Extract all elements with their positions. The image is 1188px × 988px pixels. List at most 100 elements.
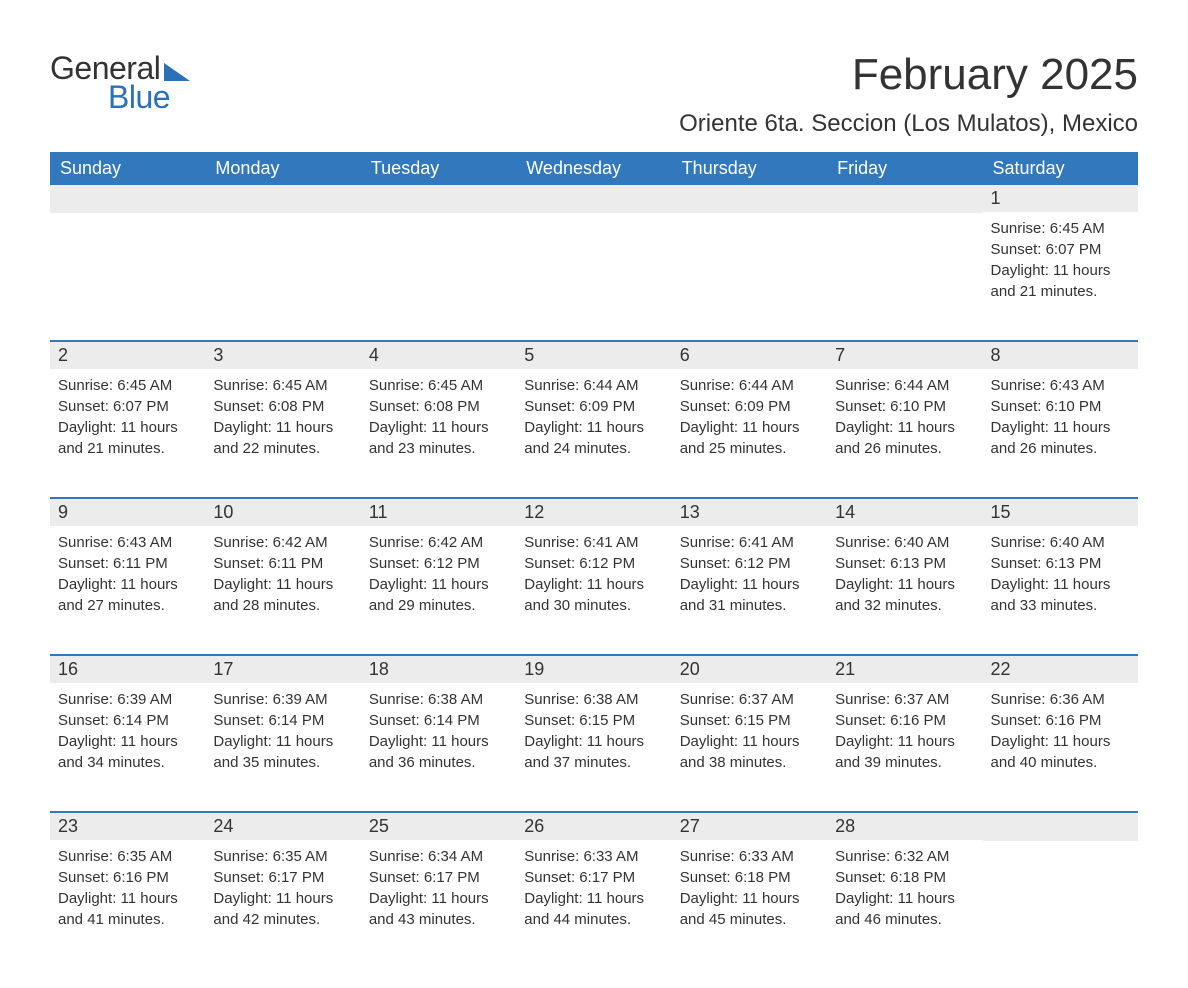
- day-body: Sunrise: 6:45 AMSunset: 6:07 PMDaylight:…: [983, 212, 1138, 302]
- day-cell: [827, 185, 982, 320]
- week-spacer: [50, 791, 1138, 811]
- day-sunrise-line: Sunrise: 6:39 AM: [213, 689, 352, 710]
- weeks-container: 1Sunrise: 6:45 AMSunset: 6:07 PMDaylight…: [50, 185, 1138, 948]
- day-cell: [983, 813, 1138, 948]
- day-daylight1-line: Daylight: 11 hours: [991, 574, 1130, 595]
- weekday-header: Wednesday: [516, 152, 671, 185]
- day-number-bar: [361, 185, 516, 213]
- day-sunset-line: Sunset: 6:11 PM: [213, 553, 352, 574]
- day-body: Sunrise: 6:39 AMSunset: 6:14 PMDaylight:…: [50, 683, 205, 773]
- day-sunset-line: Sunset: 6:08 PM: [213, 396, 352, 417]
- weekday-header: Sunday: [50, 152, 205, 185]
- header: General Blue February 2025 Oriente 6ta. …: [50, 50, 1138, 138]
- day-cell: 26Sunrise: 6:33 AMSunset: 6:17 PMDayligh…: [516, 813, 671, 948]
- day-number-bar: 18: [361, 656, 516, 683]
- day-number-bar: 14: [827, 499, 982, 526]
- day-sunrise-line: Sunrise: 6:35 AM: [58, 846, 197, 867]
- day-body: Sunrise: 6:38 AMSunset: 6:14 PMDaylight:…: [361, 683, 516, 773]
- day-daylight2-line: and 30 minutes.: [524, 595, 663, 616]
- day-body: Sunrise: 6:32 AMSunset: 6:18 PMDaylight:…: [827, 840, 982, 930]
- day-daylight2-line: and 37 minutes.: [524, 752, 663, 773]
- day-daylight2-line: and 40 minutes.: [991, 752, 1130, 773]
- day-sunset-line: Sunset: 6:10 PM: [835, 396, 974, 417]
- day-number-bar: 22: [983, 656, 1138, 683]
- day-sunrise-line: Sunrise: 6:43 AM: [991, 375, 1130, 396]
- day-daylight2-line: and 24 minutes.: [524, 438, 663, 459]
- day-sunset-line: Sunset: 6:09 PM: [680, 396, 819, 417]
- day-number-bar: 8: [983, 342, 1138, 369]
- day-daylight1-line: Daylight: 11 hours: [991, 260, 1130, 281]
- day-daylight1-line: Daylight: 11 hours: [680, 417, 819, 438]
- day-number-bar: 16: [50, 656, 205, 683]
- day-daylight2-line: and 21 minutes.: [58, 438, 197, 459]
- day-number-bar: 13: [672, 499, 827, 526]
- day-number-bar: 11: [361, 499, 516, 526]
- week-row: 2Sunrise: 6:45 AMSunset: 6:07 PMDaylight…: [50, 340, 1138, 477]
- day-sunrise-line: Sunrise: 6:38 AM: [369, 689, 508, 710]
- day-sunset-line: Sunset: 6:18 PM: [680, 867, 819, 888]
- day-sunset-line: Sunset: 6:16 PM: [58, 867, 197, 888]
- day-number-bar: 6: [672, 342, 827, 369]
- day-body: Sunrise: 6:34 AMSunset: 6:17 PMDaylight:…: [361, 840, 516, 930]
- day-cell: 27Sunrise: 6:33 AMSunset: 6:18 PMDayligh…: [672, 813, 827, 948]
- day-cell: 1Sunrise: 6:45 AMSunset: 6:07 PMDaylight…: [983, 185, 1138, 320]
- day-cell: 18Sunrise: 6:38 AMSunset: 6:14 PMDayligh…: [361, 656, 516, 791]
- day-sunset-line: Sunset: 6:12 PM: [524, 553, 663, 574]
- day-sunrise-line: Sunrise: 6:33 AM: [524, 846, 663, 867]
- day-body: Sunrise: 6:37 AMSunset: 6:15 PMDaylight:…: [672, 683, 827, 773]
- day-cell: 16Sunrise: 6:39 AMSunset: 6:14 PMDayligh…: [50, 656, 205, 791]
- day-number-bar: 25: [361, 813, 516, 840]
- week-row: 23Sunrise: 6:35 AMSunset: 6:16 PMDayligh…: [50, 811, 1138, 948]
- weekday-header: Monday: [205, 152, 360, 185]
- day-cell: 23Sunrise: 6:35 AMSunset: 6:16 PMDayligh…: [50, 813, 205, 948]
- day-cell: [516, 185, 671, 320]
- day-daylight1-line: Daylight: 11 hours: [680, 731, 819, 752]
- day-cell: 4Sunrise: 6:45 AMSunset: 6:08 PMDaylight…: [361, 342, 516, 477]
- day-cell: 8Sunrise: 6:43 AMSunset: 6:10 PMDaylight…: [983, 342, 1138, 477]
- day-cell: 12Sunrise: 6:41 AMSunset: 6:12 PMDayligh…: [516, 499, 671, 634]
- day-daylight2-line: and 38 minutes.: [680, 752, 819, 773]
- day-daylight1-line: Daylight: 11 hours: [991, 417, 1130, 438]
- week-row: 16Sunrise: 6:39 AMSunset: 6:14 PMDayligh…: [50, 654, 1138, 791]
- day-number-bar: [827, 185, 982, 213]
- day-sunset-line: Sunset: 6:14 PM: [58, 710, 197, 731]
- day-cell: 5Sunrise: 6:44 AMSunset: 6:09 PMDaylight…: [516, 342, 671, 477]
- day-daylight1-line: Daylight: 11 hours: [835, 888, 974, 909]
- day-sunrise-line: Sunrise: 6:40 AM: [835, 532, 974, 553]
- day-sunrise-line: Sunrise: 6:43 AM: [58, 532, 197, 553]
- week-row: 9Sunrise: 6:43 AMSunset: 6:11 PMDaylight…: [50, 497, 1138, 634]
- day-body: Sunrise: 6:35 AMSunset: 6:17 PMDaylight:…: [205, 840, 360, 930]
- day-cell: 21Sunrise: 6:37 AMSunset: 6:16 PMDayligh…: [827, 656, 982, 791]
- day-cell: 25Sunrise: 6:34 AMSunset: 6:17 PMDayligh…: [361, 813, 516, 948]
- day-number-bar: 21: [827, 656, 982, 683]
- day-body: Sunrise: 6:45 AMSunset: 6:07 PMDaylight:…: [50, 369, 205, 459]
- day-daylight2-line: and 29 minutes.: [369, 595, 508, 616]
- weekday-header: Friday: [827, 152, 982, 185]
- day-daylight1-line: Daylight: 11 hours: [680, 888, 819, 909]
- logo-word-blue: Blue: [108, 79, 170, 116]
- day-body: Sunrise: 6:42 AMSunset: 6:12 PMDaylight:…: [361, 526, 516, 616]
- day-body: Sunrise: 6:40 AMSunset: 6:13 PMDaylight:…: [827, 526, 982, 616]
- day-body: Sunrise: 6:43 AMSunset: 6:11 PMDaylight:…: [50, 526, 205, 616]
- day-number-bar: 19: [516, 656, 671, 683]
- day-sunset-line: Sunset: 6:07 PM: [991, 239, 1130, 260]
- day-cell: 13Sunrise: 6:41 AMSunset: 6:12 PMDayligh…: [672, 499, 827, 634]
- day-number-bar: [983, 813, 1138, 841]
- day-cell: 28Sunrise: 6:32 AMSunset: 6:18 PMDayligh…: [827, 813, 982, 948]
- day-sunrise-line: Sunrise: 6:41 AM: [680, 532, 819, 553]
- day-sunrise-line: Sunrise: 6:37 AM: [680, 689, 819, 710]
- day-number-bar: 1: [983, 185, 1138, 212]
- day-daylight2-line: and 35 minutes.: [213, 752, 352, 773]
- day-number-bar: 24: [205, 813, 360, 840]
- week-spacer: [50, 634, 1138, 654]
- day-daylight2-line: and 43 minutes.: [369, 909, 508, 930]
- day-daylight1-line: Daylight: 11 hours: [58, 888, 197, 909]
- day-daylight1-line: Daylight: 11 hours: [213, 417, 352, 438]
- day-daylight2-line: and 28 minutes.: [213, 595, 352, 616]
- day-sunrise-line: Sunrise: 6:40 AM: [991, 532, 1130, 553]
- day-daylight1-line: Daylight: 11 hours: [835, 574, 974, 595]
- day-sunset-line: Sunset: 6:16 PM: [991, 710, 1130, 731]
- day-number-bar: 15: [983, 499, 1138, 526]
- day-cell: 2Sunrise: 6:45 AMSunset: 6:07 PMDaylight…: [50, 342, 205, 477]
- day-number-bar: [672, 185, 827, 213]
